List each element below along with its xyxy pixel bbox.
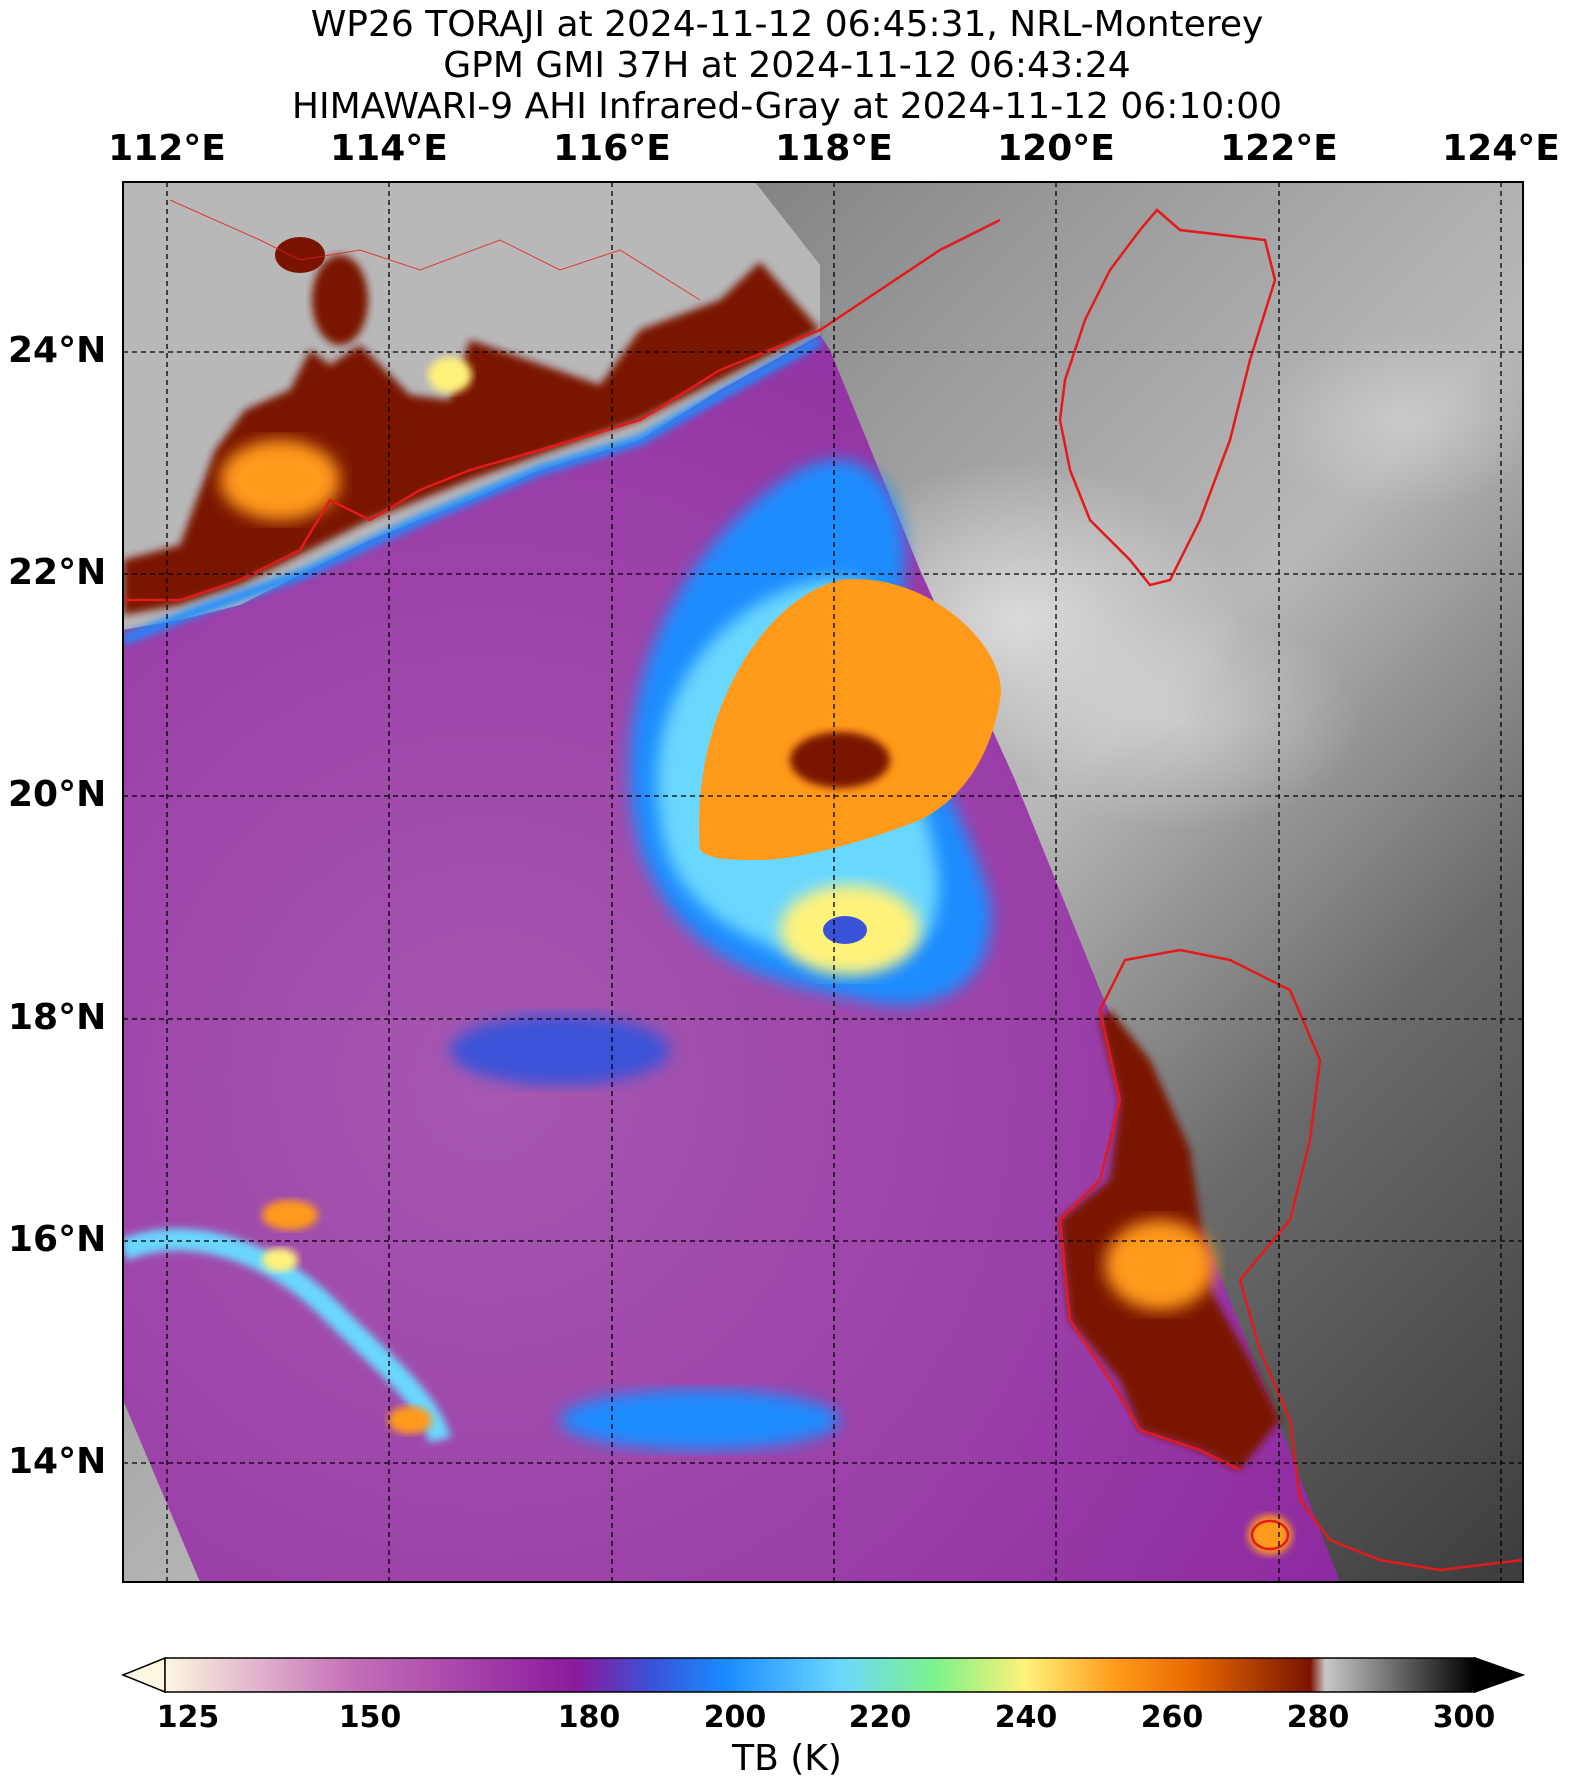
west-warm-cell-3 xyxy=(262,1248,298,1272)
china-coast-blue-edge xyxy=(123,335,823,645)
map-imagery xyxy=(123,182,1523,1582)
title-line-2: GPM GMI 37H at 2024-11-12 06:43:24 xyxy=(443,45,1131,86)
lon-label-124: 124°E xyxy=(1442,128,1560,169)
colorbar-tick-260: 260 xyxy=(1140,1700,1204,1735)
lon-label-116: 116°E xyxy=(553,128,671,169)
lon-label-122: 122°E xyxy=(1220,128,1338,169)
colorbar-tick-300: 300 xyxy=(1432,1700,1496,1735)
ir-cloud-ne xyxy=(1260,330,1523,510)
plot-frame xyxy=(122,181,1524,1583)
lat-label-16: 16°N xyxy=(8,1219,107,1260)
west-warm-cell-2 xyxy=(388,1406,432,1434)
coastline-china xyxy=(123,218,1001,602)
colorbar-max-arrow xyxy=(1474,1656,1526,1694)
colorbar-tick-150: 150 xyxy=(338,1700,402,1735)
coastline-taiwan xyxy=(1058,208,1277,587)
colorbar-min-arrow xyxy=(121,1656,166,1694)
title-line-1: WP26 TORAJI at 2024-11-12 06:45:31, NRL-… xyxy=(310,4,1264,45)
title-line-3: HIMAWARI-9 AHI Infrared-Gray at 2024-11-… xyxy=(291,86,1283,127)
colorbar xyxy=(121,1656,1526,1694)
lon-label-114: 114°E xyxy=(330,128,448,169)
china-warm-spot-3 xyxy=(275,237,325,273)
colorbar-tick-220: 220 xyxy=(848,1700,912,1735)
lon-label-118: 118°E xyxy=(775,128,893,169)
china-coast-warm xyxy=(123,262,820,615)
typhoon-cold-core xyxy=(790,732,890,788)
lat-label-24: 24°N xyxy=(8,330,107,371)
lat-label-22: 22°N xyxy=(8,552,107,593)
china-warm-spot-4 xyxy=(312,255,368,345)
west-band-1 xyxy=(123,1228,451,1444)
west-warm-cell-1 xyxy=(262,1200,318,1230)
china-warm-spot-2 xyxy=(428,357,472,393)
china-warm-spot-1 xyxy=(220,440,340,520)
typhoon-eye xyxy=(823,916,867,944)
colorbar-tick-240: 240 xyxy=(994,1700,1058,1735)
luzon-warm-spot xyxy=(1105,1220,1215,1310)
lon-label-120: 120°E xyxy=(997,128,1115,169)
colorbar-gradient xyxy=(164,1657,1476,1693)
ir-cloud-mid xyxy=(1000,610,1360,830)
colorbar-tick-200: 200 xyxy=(703,1700,767,1735)
colorbar-tick-280: 280 xyxy=(1286,1700,1350,1735)
colorbar-label: TB (K) xyxy=(732,1738,842,1779)
lon-label-112: 112°E xyxy=(108,128,226,169)
coastline-luzon-east xyxy=(1098,948,1523,1572)
south-band xyxy=(560,1390,840,1450)
colorbar-tick-180: 180 xyxy=(557,1700,621,1735)
lat-label-20: 20°N xyxy=(8,774,107,815)
colorbar-tick-125: 125 xyxy=(156,1700,220,1735)
coastline-luzon-west xyxy=(1058,1009,1241,1472)
coastline-island xyxy=(1250,1519,1290,1551)
province-borders-china xyxy=(169,199,701,301)
typhoon-cdo xyxy=(699,579,1001,860)
lat-label-14: 14°N xyxy=(8,1441,107,1482)
lat-label-18: 18°N xyxy=(8,997,107,1038)
west-band-2 xyxy=(450,1015,670,1085)
